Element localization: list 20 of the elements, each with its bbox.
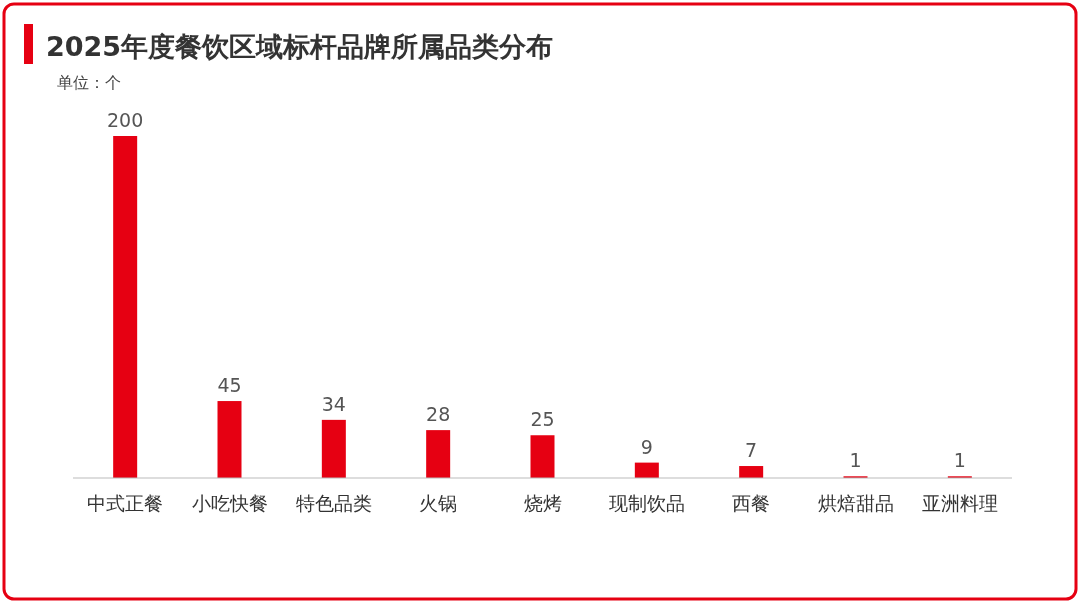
x-tick-label: 烘焙甜品	[817, 492, 894, 514]
x-tick-label: 火锅	[419, 492, 458, 514]
data-label: 1	[849, 449, 862, 472]
chart-title: 2025年度餐饮区域标杆品牌所属品类分布	[46, 31, 554, 62]
data-label: 9	[640, 435, 653, 458]
data-label: 34	[321, 392, 346, 415]
data-label: 7	[745, 439, 758, 462]
data-label: 45	[217, 374, 242, 397]
y-axis-title: 单位：个	[57, 73, 121, 92]
x-tick-label: 西餐	[732, 492, 771, 514]
x-tick-label: 现制饮品	[608, 492, 685, 514]
data-label: 28	[426, 403, 451, 426]
x-tick-label: 中式正餐	[87, 492, 164, 514]
data-label: 25	[530, 408, 555, 431]
x-tick-label: 亚洲料理	[921, 492, 998, 514]
x-tick-label: 烧烤	[523, 492, 562, 514]
data-label: 200	[107, 109, 144, 131]
data-label: 1	[953, 449, 966, 472]
x-tick-label: 特色品类	[295, 492, 372, 514]
x-tick-label: 小吃快餐	[191, 492, 268, 514]
